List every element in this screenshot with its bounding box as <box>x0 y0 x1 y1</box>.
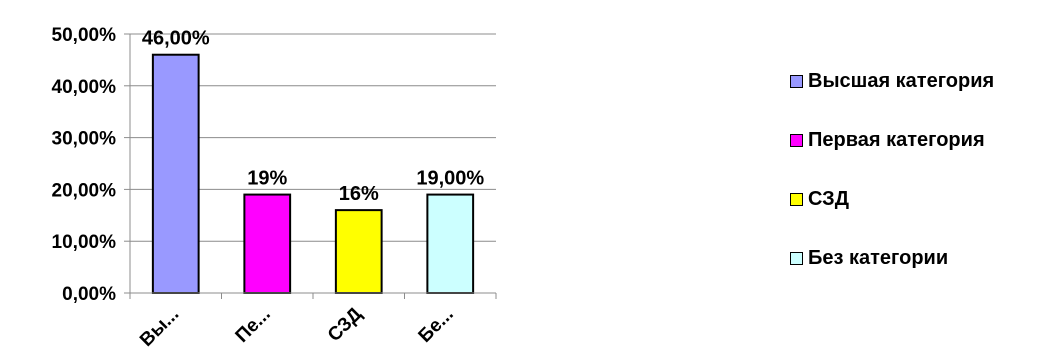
x-tick-label: Пе... <box>232 304 275 347</box>
bars <box>151 53 475 294</box>
data-label: 46,00% <box>142 28 210 50</box>
legend-item: Первая категория <box>790 127 994 153</box>
bar <box>151 53 200 294</box>
legend-label: Первая категория <box>808 128 985 151</box>
legend-label: Без категории <box>808 246 949 269</box>
legend-label: СЗД <box>808 187 849 210</box>
data-label: 19,00% <box>416 168 484 190</box>
bar <box>334 209 383 294</box>
legend-swatch <box>790 251 803 265</box>
x-tick-labels: Вы... Пе... СЗД Бе... <box>136 303 458 351</box>
data-labels: 46,00% 19% 16% 19,00% <box>142 28 485 205</box>
x-tick-label: Бе... <box>415 304 458 347</box>
axes <box>124 33 497 299</box>
y-tick-label: 30,00% <box>52 129 117 150</box>
y-tick-label: 0,00% <box>62 284 116 305</box>
data-label: 16% <box>339 183 379 205</box>
y-tick-label: 40,00% <box>52 77 117 98</box>
bar <box>243 193 292 294</box>
legend-swatch <box>790 133 803 147</box>
x-tick-label: Вы... <box>136 304 183 351</box>
legend-item: СЗД <box>790 186 994 212</box>
y-tick-label: 10,00% <box>52 232 117 253</box>
y-tick-labels: 0,00% 10,00% 20,00% 30,00% 40,00% 50,00% <box>52 25 117 305</box>
legend: Высшая категория Первая категория СЗД Бе… <box>790 68 994 304</box>
y-tick-label: 20,00% <box>52 180 117 201</box>
bar <box>426 193 475 294</box>
legend-label: Высшая категория <box>808 69 995 92</box>
data-label: 19% <box>247 168 287 190</box>
legend-item: Без категории <box>790 245 994 271</box>
legend-swatch <box>790 192 803 206</box>
legend-swatch <box>790 74 803 88</box>
x-tick-label: СЗД <box>324 303 367 346</box>
y-tick-label: 50,00% <box>52 25 117 46</box>
legend-item: Высшая категория <box>790 68 994 94</box>
